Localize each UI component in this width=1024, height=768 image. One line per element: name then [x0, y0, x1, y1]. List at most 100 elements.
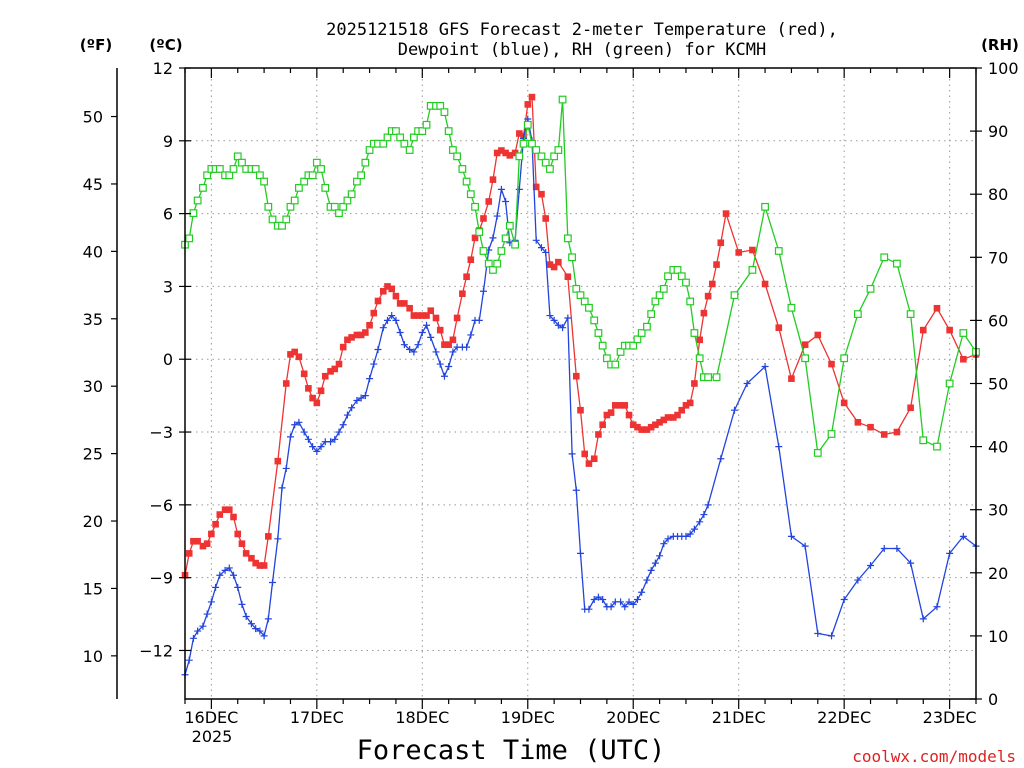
temperature-point: [445, 341, 452, 348]
rh-point: [546, 165, 554, 173]
temperature-point: [621, 402, 629, 409]
celsius-tick-label: 6: [163, 205, 173, 224]
dewpoint-point: [867, 562, 875, 570]
dewpoint-point: [343, 411, 351, 419]
temperature-point: [370, 309, 378, 317]
rh-point: [440, 108, 449, 117]
x-tick-label: 20DEC: [606, 708, 660, 727]
rh-point: [225, 171, 234, 180]
rh-tick-label: 90: [988, 122, 1008, 141]
temperature-point: [682, 402, 690, 409]
rh-point: [906, 310, 915, 318]
rh-point: [409, 133, 418, 142]
dewpoint-point: [300, 428, 308, 436]
rh-point: [501, 234, 510, 243]
temperature-point: [617, 402, 624, 409]
temperature-point: [696, 336, 703, 344]
celsius-tick-label: 9: [163, 132, 173, 151]
rh-point: [312, 158, 321, 167]
x-tick-label: 21DEC: [712, 708, 766, 727]
dewpoint-point: [577, 549, 584, 557]
rh-point: [286, 202, 295, 211]
x-tick-label: 19DEC: [501, 708, 555, 727]
rh-point: [643, 322, 651, 331]
temperature-point: [538, 190, 545, 198]
temperature-point: [274, 457, 282, 465]
rh-point: [418, 127, 427, 136]
rh-point: [866, 284, 875, 293]
temperature-point: [436, 326, 444, 334]
rh-point: [801, 354, 810, 363]
temperature-point: [194, 537, 201, 545]
series-rh: [181, 95, 980, 457]
temperature-point: [528, 93, 536, 101]
rh-point: [673, 266, 682, 274]
dewpoint-point: [252, 625, 260, 633]
temperature-point: [392, 292, 400, 300]
temperature-point: [498, 147, 505, 154]
temperature-point: [564, 273, 572, 281]
rh-point: [317, 165, 325, 173]
dewpoint-point: [801, 542, 809, 550]
temperature-point: [406, 304, 413, 312]
rh-point: [730, 291, 739, 300]
dewpoint-point: [590, 595, 598, 603]
rh-point: [827, 430, 836, 438]
temperature-point: [700, 309, 708, 317]
rh-tick-label: 30: [988, 501, 1008, 520]
temperature-point: [238, 540, 246, 547]
dewpoint-point: [761, 363, 769, 371]
rh-point: [229, 165, 238, 173]
rh-point: [357, 171, 366, 180]
chart-title-line1: 2025121518 GFS Forecast 2-meter Temperat…: [326, 20, 838, 40]
dewpoint-point: [406, 346, 414, 354]
dewpoint-point: [467, 331, 475, 339]
rh-point: [260, 177, 268, 186]
dewpoint-point: [212, 583, 220, 591]
rh-tick-label: 20: [988, 564, 1008, 583]
temperature-point: [248, 554, 255, 562]
fahrenheit-tick-label: 25: [83, 445, 103, 464]
dewpoint-point: [388, 312, 396, 320]
dewpoint-point: [370, 360, 378, 368]
rh-point: [335, 209, 343, 218]
temperature-point: [670, 414, 677, 421]
dewpoint-point: [919, 615, 927, 623]
dewpoint-point: [686, 530, 694, 538]
dewpoint-point: [621, 603, 629, 611]
temperature-point: [480, 215, 487, 222]
dewpoint-point: [427, 333, 435, 341]
temperature-point: [761, 280, 769, 288]
rh-point: [558, 95, 567, 104]
temperature-point: [384, 283, 391, 290]
temperature-point: [660, 416, 668, 424]
temperature-point: [907, 404, 914, 412]
rh-point: [598, 341, 607, 350]
temperature-point: [203, 540, 211, 547]
rh-point: [458, 165, 467, 173]
dewpoint-point: [396, 329, 404, 337]
celsius-unit-label: (ºC): [149, 36, 182, 54]
rh-point: [633, 335, 642, 344]
rh-point: [748, 266, 757, 274]
rh-point: [436, 101, 445, 110]
temperature-point: [362, 329, 369, 336]
rh-point: [383, 133, 392, 142]
temperature-point: [265, 533, 272, 540]
rh-point: [933, 442, 941, 451]
dewpoint-point: [463, 343, 471, 351]
temperature-point: [686, 399, 694, 407]
temperature-point: [331, 365, 339, 373]
rh-point: [813, 449, 822, 457]
temperature-point: [432, 314, 440, 322]
dewpoint-point: [814, 629, 822, 637]
dewpoint-point: [546, 312, 554, 320]
rh-point: [554, 146, 563, 154]
rh-point: [563, 234, 572, 243]
fahrenheit-tick-label: 30: [83, 377, 103, 396]
temperature-point: [788, 375, 795, 382]
credit-link[interactable]: coolwx.com/models: [852, 747, 1016, 766]
temperature-point: [282, 380, 290, 387]
temperature-point: [374, 297, 382, 305]
